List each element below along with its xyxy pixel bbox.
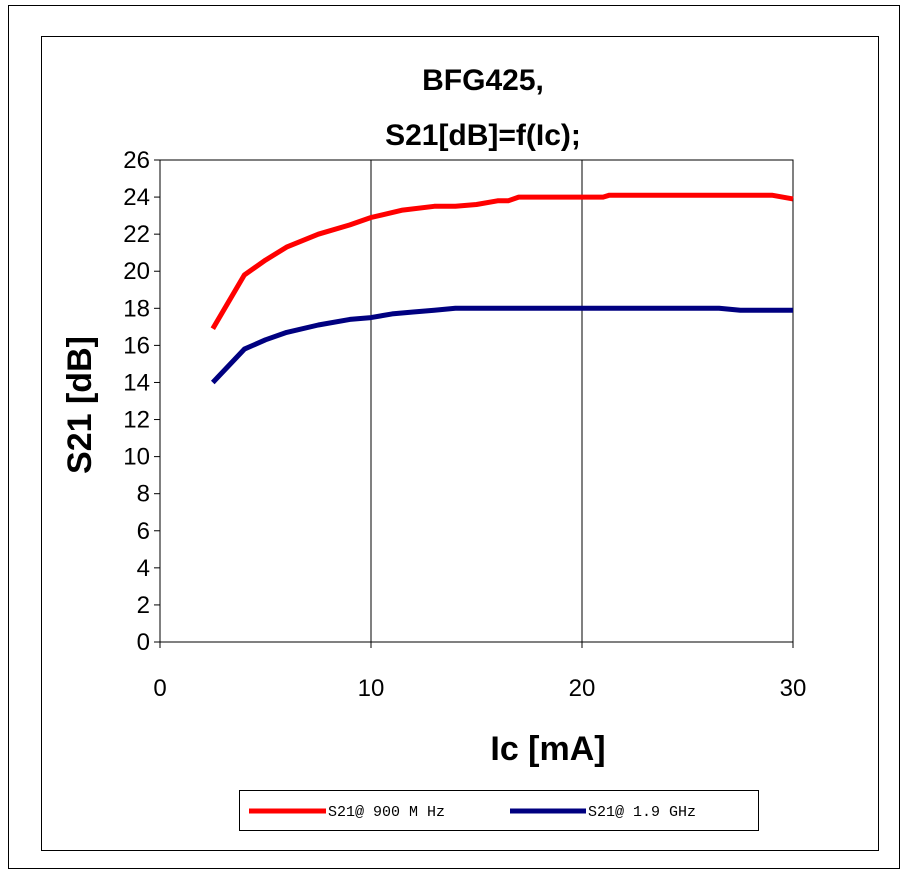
- y-tick-label-4: 4: [137, 555, 150, 582]
- y-tick-label-14: 14: [123, 369, 150, 396]
- y-tick-label-18: 18: [123, 295, 150, 322]
- plot-area: [159, 159, 794, 643]
- y-tick-label-16: 16: [123, 332, 150, 359]
- grid-lines: [370, 160, 583, 642]
- x-axis: 0 10 20 30: [153, 642, 806, 702]
- chart-area-border: [41, 36, 879, 851]
- chart-title-line1: BFG425,: [422, 64, 544, 97]
- chart-frame: BFG425, S21[dB]=f(Ic); 0 2 4 6 8 10 12 14 16 18 20…: [8, 5, 900, 869]
- y-tick-label-8: 8: [137, 481, 150, 508]
- x-tick-label-0: 0: [153, 675, 166, 702]
- series-line-0: [210, 192, 794, 330]
- legend: S21@ 900 M Hz S21@ 1.9 GHz: [239, 790, 759, 831]
- series-lines: [210, 192, 794, 385]
- x-axis-label: Ic [mA]: [490, 730, 605, 768]
- y-tick-label-6: 6: [137, 518, 150, 545]
- x-tick-label-10: 10: [358, 675, 385, 702]
- line-chart: BFG425, S21[dB]=f(Ic); 02468101214161820…: [8, 5, 900, 869]
- y-tick-label-10: 10: [123, 444, 150, 471]
- y-tick-label-0: 0: [137, 629, 150, 656]
- y-tick-label-2: 2: [137, 592, 150, 619]
- y-tick-label-12: 12: [123, 407, 150, 434]
- y-tick-label-22: 22: [123, 221, 150, 248]
- chart-title-line2: S21[dB]=f(Ic);: [385, 119, 581, 152]
- x-tick-label-30: 30: [780, 675, 807, 702]
- y-tick-label-26: 26: [123, 147, 150, 174]
- y-axis-label: S21 [dB]: [61, 336, 99, 474]
- x-tick-label-20: 20: [569, 675, 596, 702]
- series-line-1: [210, 305, 793, 385]
- y-tick-label-24: 24: [123, 184, 150, 211]
- legend-label-1-9ghz: S21@ 1.9 GHz: [588, 804, 696, 821]
- legend-label-900mhz: S21@ 900 M Hz: [328, 804, 445, 821]
- y-tick-label-20: 20: [123, 258, 150, 285]
